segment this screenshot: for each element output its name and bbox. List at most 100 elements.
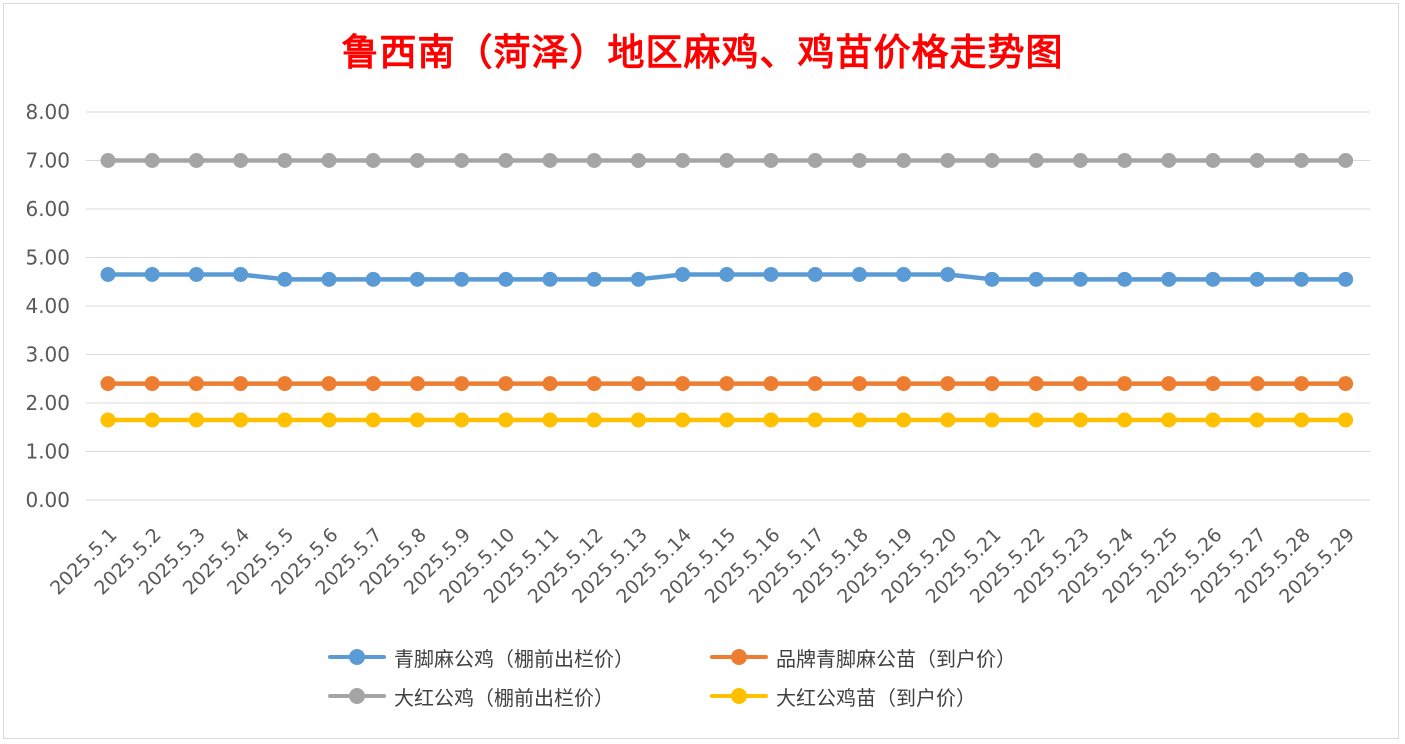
data-point	[498, 412, 514, 428]
data-point	[940, 376, 956, 392]
chart-title: 鲁西南（菏泽）地区麻鸡、鸡苗价格走势图	[341, 30, 1064, 74]
data-point	[719, 376, 735, 392]
data-point	[807, 153, 823, 168]
data-point	[1117, 271, 1133, 287]
data-point	[1117, 412, 1133, 428]
data-point	[188, 412, 204, 428]
series-2	[100, 153, 1354, 168]
data-point	[1028, 412, 1044, 428]
data-point	[1161, 376, 1177, 392]
data-point	[1205, 153, 1221, 168]
data-point	[1117, 153, 1133, 168]
legend-item-series-1[interactable]: 品牌青脚麻公苗（到户价）	[710, 640, 1016, 674]
series-3	[100, 412, 1354, 428]
data-point	[896, 412, 912, 428]
data-point	[630, 153, 646, 168]
data-point	[277, 376, 293, 392]
data-point	[851, 266, 867, 282]
data-point	[321, 412, 337, 428]
data-point	[233, 266, 249, 282]
data-point	[1338, 153, 1354, 168]
data-point	[807, 412, 823, 428]
data-point	[1249, 376, 1265, 392]
legend-label: 品牌青脚麻公苗（到户价）	[776, 646, 1016, 671]
data-point	[1338, 271, 1354, 287]
gridlines	[86, 111, 1370, 501]
data-point	[675, 376, 691, 392]
data-point	[1072, 376, 1088, 392]
data-point	[542, 376, 558, 392]
data-point	[144, 153, 160, 168]
data-point	[277, 271, 293, 287]
series-0	[100, 266, 1354, 287]
legend-swatch	[328, 686, 386, 706]
legend-swatch	[710, 647, 768, 667]
data-point	[630, 412, 646, 428]
legend-item-series-2[interactable]: 大红公鸡（棚前出栏价）	[328, 679, 614, 713]
data-point	[144, 266, 160, 282]
data-point	[896, 376, 912, 392]
data-point	[542, 153, 558, 168]
data-point	[188, 376, 204, 392]
data-point	[807, 266, 823, 282]
data-point	[763, 412, 779, 428]
series-lines	[100, 153, 1354, 428]
legend-swatch	[710, 686, 768, 706]
data-point	[630, 376, 646, 392]
data-point	[233, 412, 249, 428]
data-point	[586, 376, 602, 392]
legend-item-series-0[interactable]: 青脚麻公鸡（棚前出栏价）	[328, 640, 634, 674]
data-point	[454, 412, 470, 428]
data-point	[498, 376, 514, 392]
data-point	[940, 266, 956, 282]
data-point	[851, 376, 867, 392]
data-point	[542, 412, 558, 428]
data-point	[144, 412, 160, 428]
data-point	[1028, 153, 1044, 168]
x-axis-ticks: 2025.5.12025.5.22025.5.32025.5.42025.5.5…	[46, 524, 1359, 608]
data-point	[984, 271, 1000, 287]
data-point	[586, 412, 602, 428]
data-point	[277, 412, 293, 428]
data-point	[984, 376, 1000, 392]
data-point	[896, 153, 912, 168]
data-point	[409, 376, 425, 392]
data-point	[1205, 412, 1221, 428]
y-tick-label: 2.00	[25, 391, 70, 415]
data-point	[1028, 271, 1044, 287]
data-point	[454, 271, 470, 287]
data-point	[144, 376, 160, 392]
legend-label: 大红公鸡苗（到户价）	[776, 685, 976, 710]
data-point	[719, 266, 735, 282]
data-point	[675, 266, 691, 282]
data-point	[100, 266, 116, 282]
data-point	[1117, 376, 1133, 392]
legend-item-series-3[interactable]: 大红公鸡苗（到户价）	[710, 679, 976, 713]
data-point	[630, 271, 646, 287]
data-point	[454, 376, 470, 392]
data-point	[1249, 153, 1265, 168]
data-point	[321, 271, 337, 287]
series-1	[100, 376, 1354, 392]
data-point	[1205, 376, 1221, 392]
y-tick-label: 1.00	[25, 440, 70, 464]
y-tick-label: 0.00	[25, 488, 70, 512]
y-tick-label: 6.00	[25, 197, 70, 221]
data-point	[984, 412, 1000, 428]
data-point	[851, 153, 867, 168]
y-tick-label: 5.00	[25, 246, 70, 270]
data-point	[675, 412, 691, 428]
data-point	[1161, 271, 1177, 287]
data-point	[233, 153, 249, 168]
data-point	[763, 153, 779, 168]
data-point	[1249, 271, 1265, 287]
legend-label: 青脚麻公鸡（棚前出栏价）	[394, 646, 634, 671]
data-point	[409, 271, 425, 287]
data-point	[1293, 376, 1309, 392]
data-point	[586, 153, 602, 168]
y-tick-label: 7.00	[25, 149, 70, 173]
data-point	[1293, 153, 1309, 168]
data-point	[896, 266, 912, 282]
data-point	[277, 153, 293, 168]
